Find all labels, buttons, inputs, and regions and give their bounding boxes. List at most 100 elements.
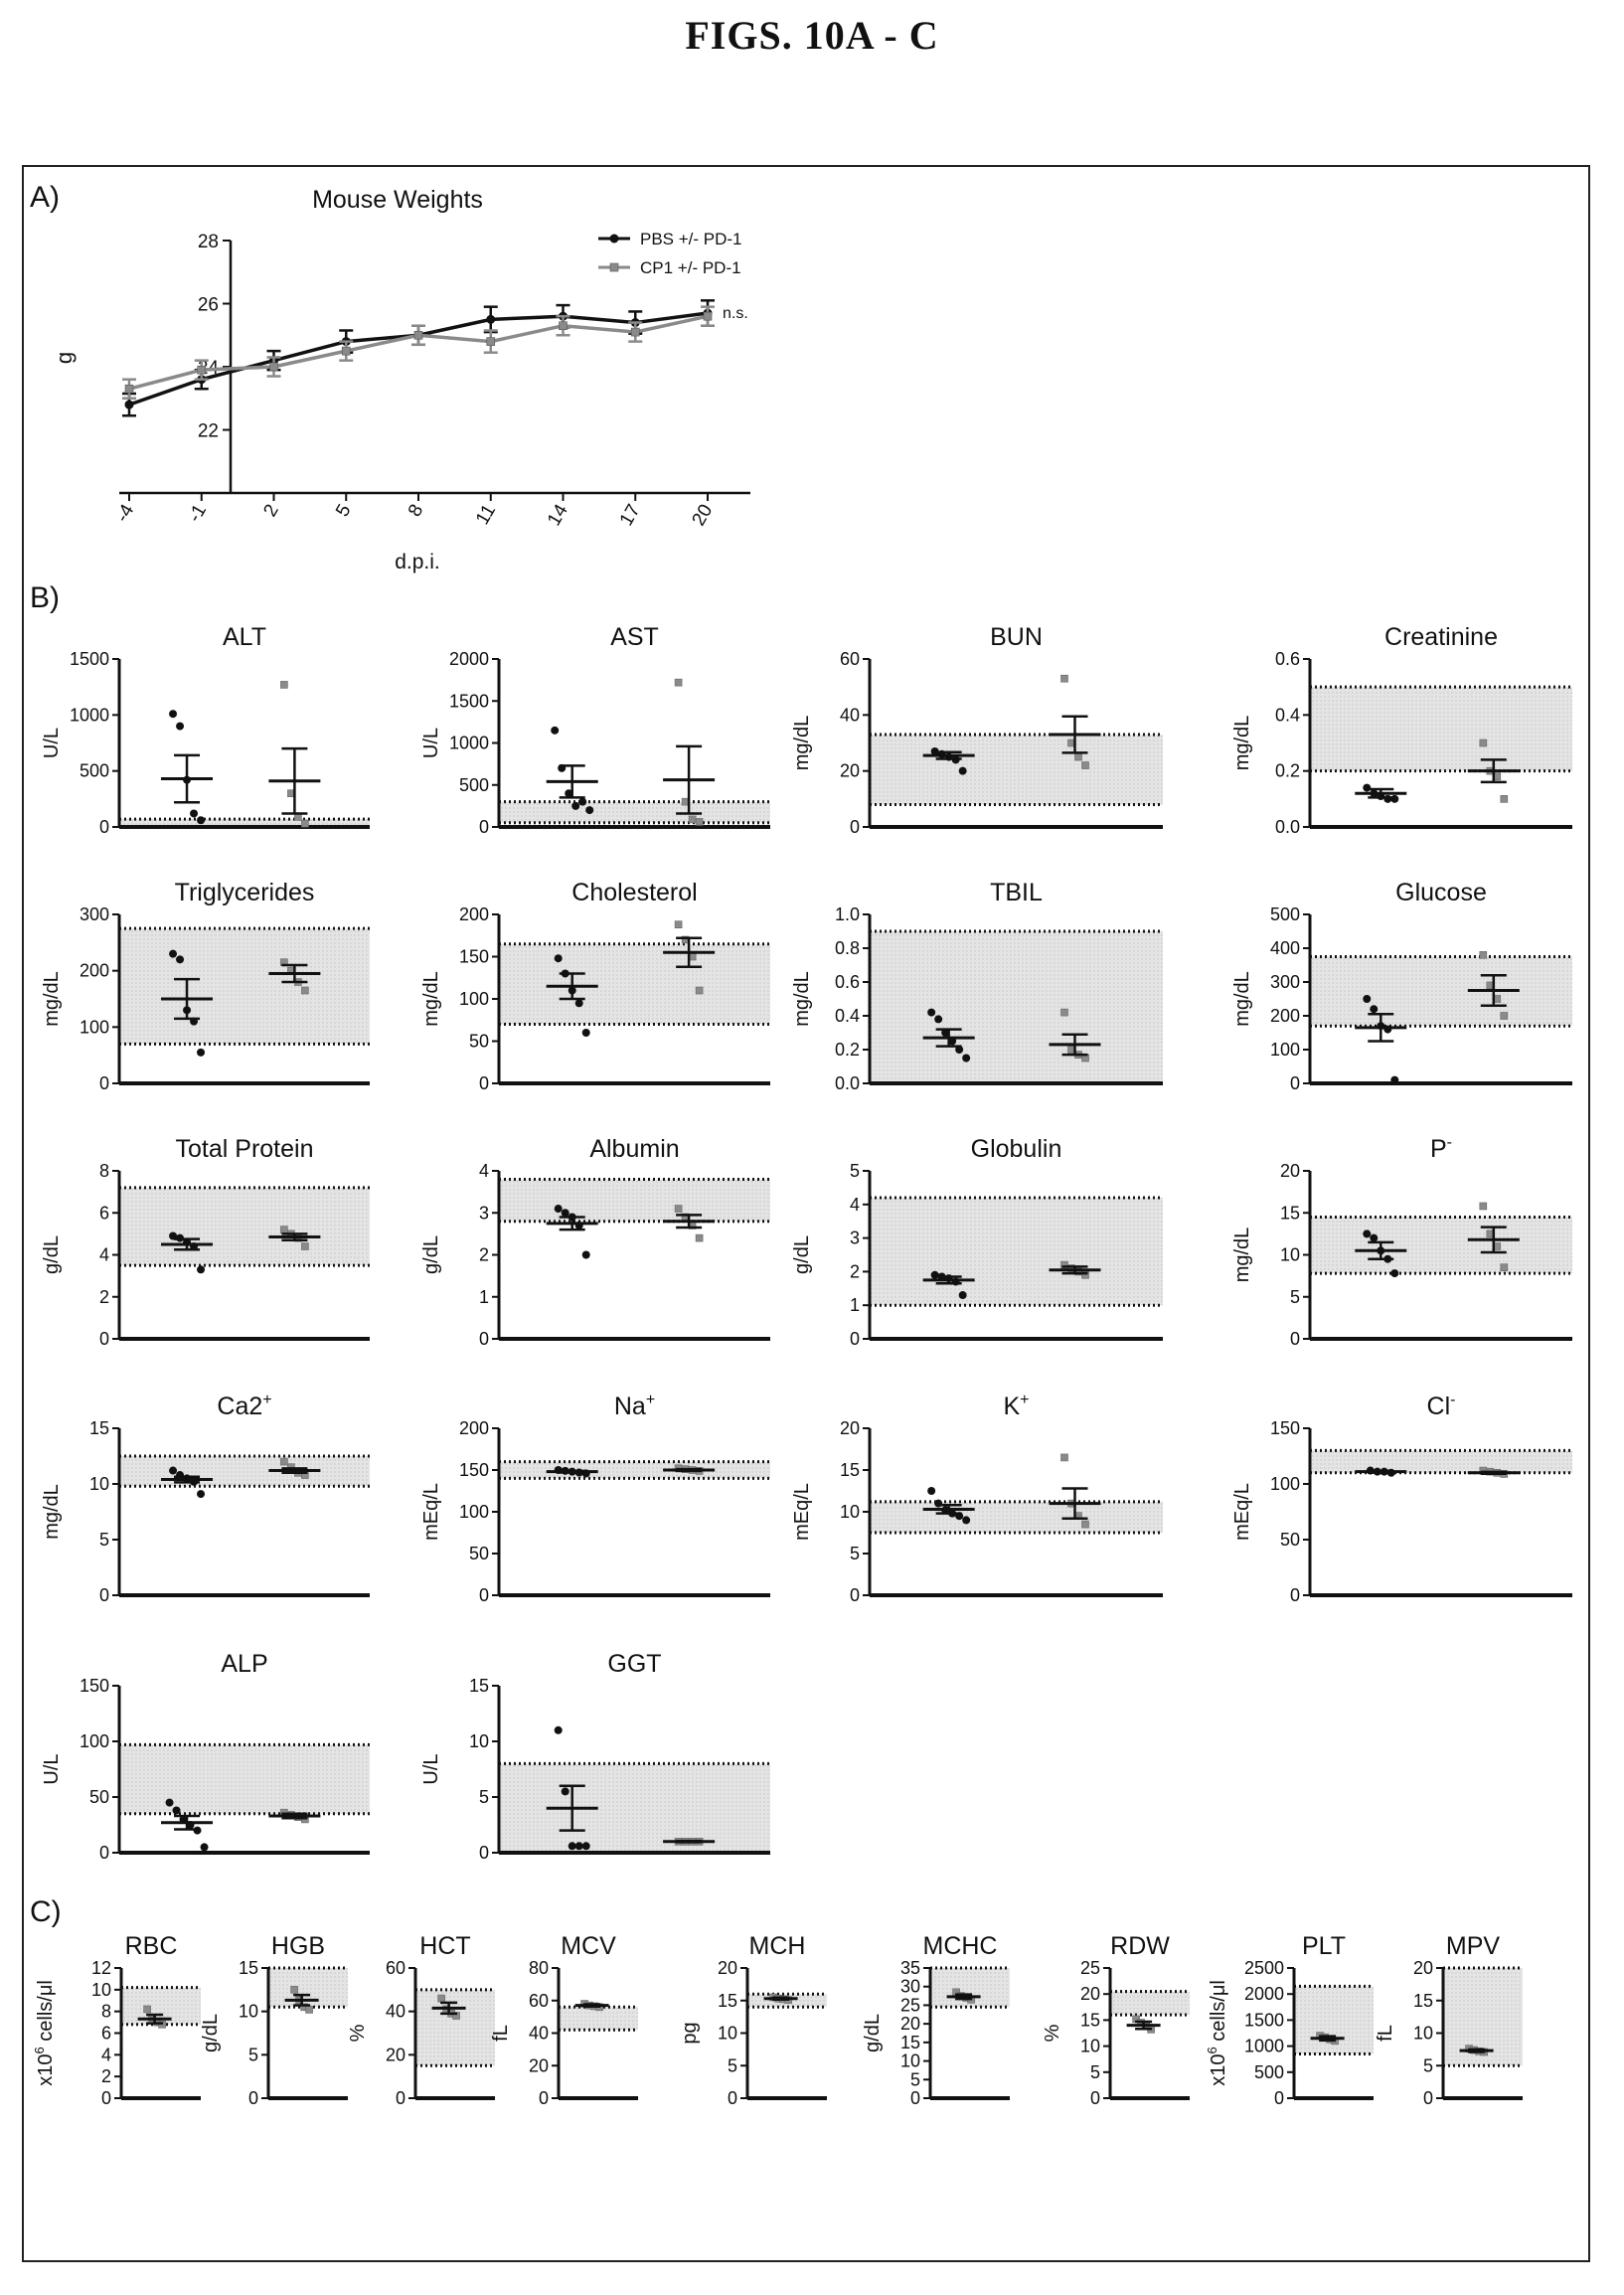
y-tick-label: 2 (479, 1245, 489, 1265)
group-cp1 (574, 2000, 609, 2012)
chart-title-text: HCT (419, 1932, 470, 1960)
panel-glucose-chart: 0 100 200 300 400 500 Glucose mg/dL (1231, 879, 1572, 1093)
group-pbs (546, 1205, 598, 1259)
y-tick-label: 150 (1270, 1418, 1300, 1438)
data-point (143, 2005, 151, 2014)
legend-marker (609, 234, 619, 244)
data-point (301, 986, 309, 995)
y-axis-label: mg/dL (791, 716, 813, 771)
chart-title-text: ALT (223, 623, 266, 651)
panel-plt-chart: 0 500 1000 1500 2000 2500 PLT x106 cells/μl (1205, 1932, 1374, 2108)
y-tick-label: 0 (728, 2088, 737, 2108)
data-point (1081, 1520, 1089, 1529)
y-tick-label: 0 (1090, 2088, 1100, 2108)
group-cp1 (763, 1993, 798, 2004)
y-tick-label: 1.0 (835, 904, 860, 924)
chart-title-text: ALP (221, 1650, 267, 1678)
y-tick-label: 5 (910, 2069, 920, 2089)
group-pbs (922, 1008, 975, 1063)
chart-title: MCH (749, 1932, 806, 1960)
group-cp1 (137, 2005, 172, 2029)
data-point (301, 819, 309, 828)
y-tick-label: 10 (718, 2024, 737, 2044)
x-tick-label: 5 (332, 501, 355, 521)
chart-title-text: K (1003, 1393, 1020, 1420)
y-tick-label: 200 (459, 1418, 489, 1438)
data-point (1500, 1263, 1509, 1271)
panel-mch-chart: 0 5 10 15 20 MCH pg (679, 1932, 827, 2108)
y-tick-label: 1000 (70, 705, 109, 725)
panel-b-label: B) (30, 581, 60, 614)
y-tick-label: 40 (840, 705, 860, 725)
chart-title: BUN (990, 623, 1043, 651)
data-point (452, 2012, 460, 2020)
y-axis-label-part: 6 (1205, 2047, 1219, 2053)
panel-hct-chart: 0 20 40 60 HCT% (347, 1932, 495, 2108)
data-point (695, 818, 704, 826)
panel-tbil-chart: 0.0 0.2 0.4 0.6 0.8 1.0 TBIL mg/dL (791, 879, 1163, 1093)
reference-range-band (1110, 1991, 1190, 2016)
chart-title-text: RDW (1110, 1932, 1170, 1960)
group-pbs (161, 949, 214, 1057)
y-tick-label: 8 (101, 2002, 111, 2022)
y-tick-label: 1500 (449, 691, 489, 711)
chart-title-text: Ca2 (217, 1393, 262, 1420)
chart-title-text: Cholesterol (571, 879, 697, 906)
panel-alt-chart: 0 500 1000 1500 ALT U/L (41, 623, 370, 837)
data-point (172, 1806, 181, 1815)
panel-creatinine-chart: 0.0 0.2 0.4 0.6 Creatinine mg/dL (1231, 623, 1572, 837)
y-axis-label: g/dL (791, 1235, 813, 1274)
data-point (958, 1291, 967, 1300)
group-pbs (922, 1487, 975, 1525)
reference-range-band (1310, 1450, 1572, 1473)
panel-ast-chart: 0 500 1000 1500 2000 AST U/L (420, 623, 770, 837)
group-pbs (161, 1231, 214, 1274)
data-point (554, 954, 563, 963)
y-axis-label: U/L (420, 728, 442, 758)
y-tick-label: 5 (728, 2055, 737, 2075)
y-tick-label: 200 (80, 961, 109, 981)
chart-title: Globulin (971, 1135, 1062, 1163)
y-axis-label: U/L (420, 1753, 442, 1784)
data-point (568, 1842, 576, 1851)
chart-title: HGB (271, 1932, 325, 1960)
reference-range-band (415, 1989, 495, 2066)
y-axis-label: fL (490, 2025, 512, 2042)
reference-range-band (1310, 687, 1572, 771)
chart-title-text: PLT (1302, 1932, 1346, 1960)
panel-ggt-chart: 0 5 10 15 GGT U/L (420, 1650, 770, 1863)
group-cp1 (1049, 1008, 1101, 1063)
data-point (1060, 674, 1068, 683)
y-tick-label: 2 (101, 2066, 111, 2086)
y-tick-label: 15 (840, 1460, 860, 1480)
y-axis-label: mg/dL (41, 971, 63, 1027)
y-axis-label: fL (1375, 2025, 1396, 2042)
y-tick-label: 20 (840, 1418, 860, 1438)
chart-title-text: Cl (1427, 1393, 1451, 1420)
reference-range-band (119, 1456, 370, 1487)
chart-title: TBIL (990, 879, 1043, 906)
y-tick-label: 0.4 (1275, 705, 1300, 725)
panel-cholesterol-chart: 0 50 100 150 200 Cholesterol mg/dL (420, 879, 770, 1093)
chart-title: MPV (1446, 1932, 1501, 1960)
reference-range-band (870, 1501, 1163, 1533)
y-axis-label: g (52, 352, 77, 364)
y-tick-label: 15 (1080, 2010, 1100, 2030)
group-cp1 (268, 958, 321, 995)
x-tick-label: 8 (405, 501, 427, 521)
data-point (1390, 794, 1399, 803)
data-point (551, 726, 560, 735)
chart-title: Cl- (1427, 1392, 1456, 1420)
y-tick-label: 2500 (1244, 1958, 1284, 1978)
y-tick-label: 0 (479, 817, 489, 837)
panel-k-chart: 0 5 10 15 20 K+ mEq/L (791, 1392, 1163, 1605)
y-tick-label: 100 (1270, 1040, 1300, 1060)
y-tick-label: 0 (99, 1073, 109, 1093)
data-point (585, 806, 594, 815)
reference-range-band (499, 1461, 770, 1479)
y-tick-label: 1500 (70, 649, 109, 669)
group-cp1 (1467, 1202, 1520, 1271)
